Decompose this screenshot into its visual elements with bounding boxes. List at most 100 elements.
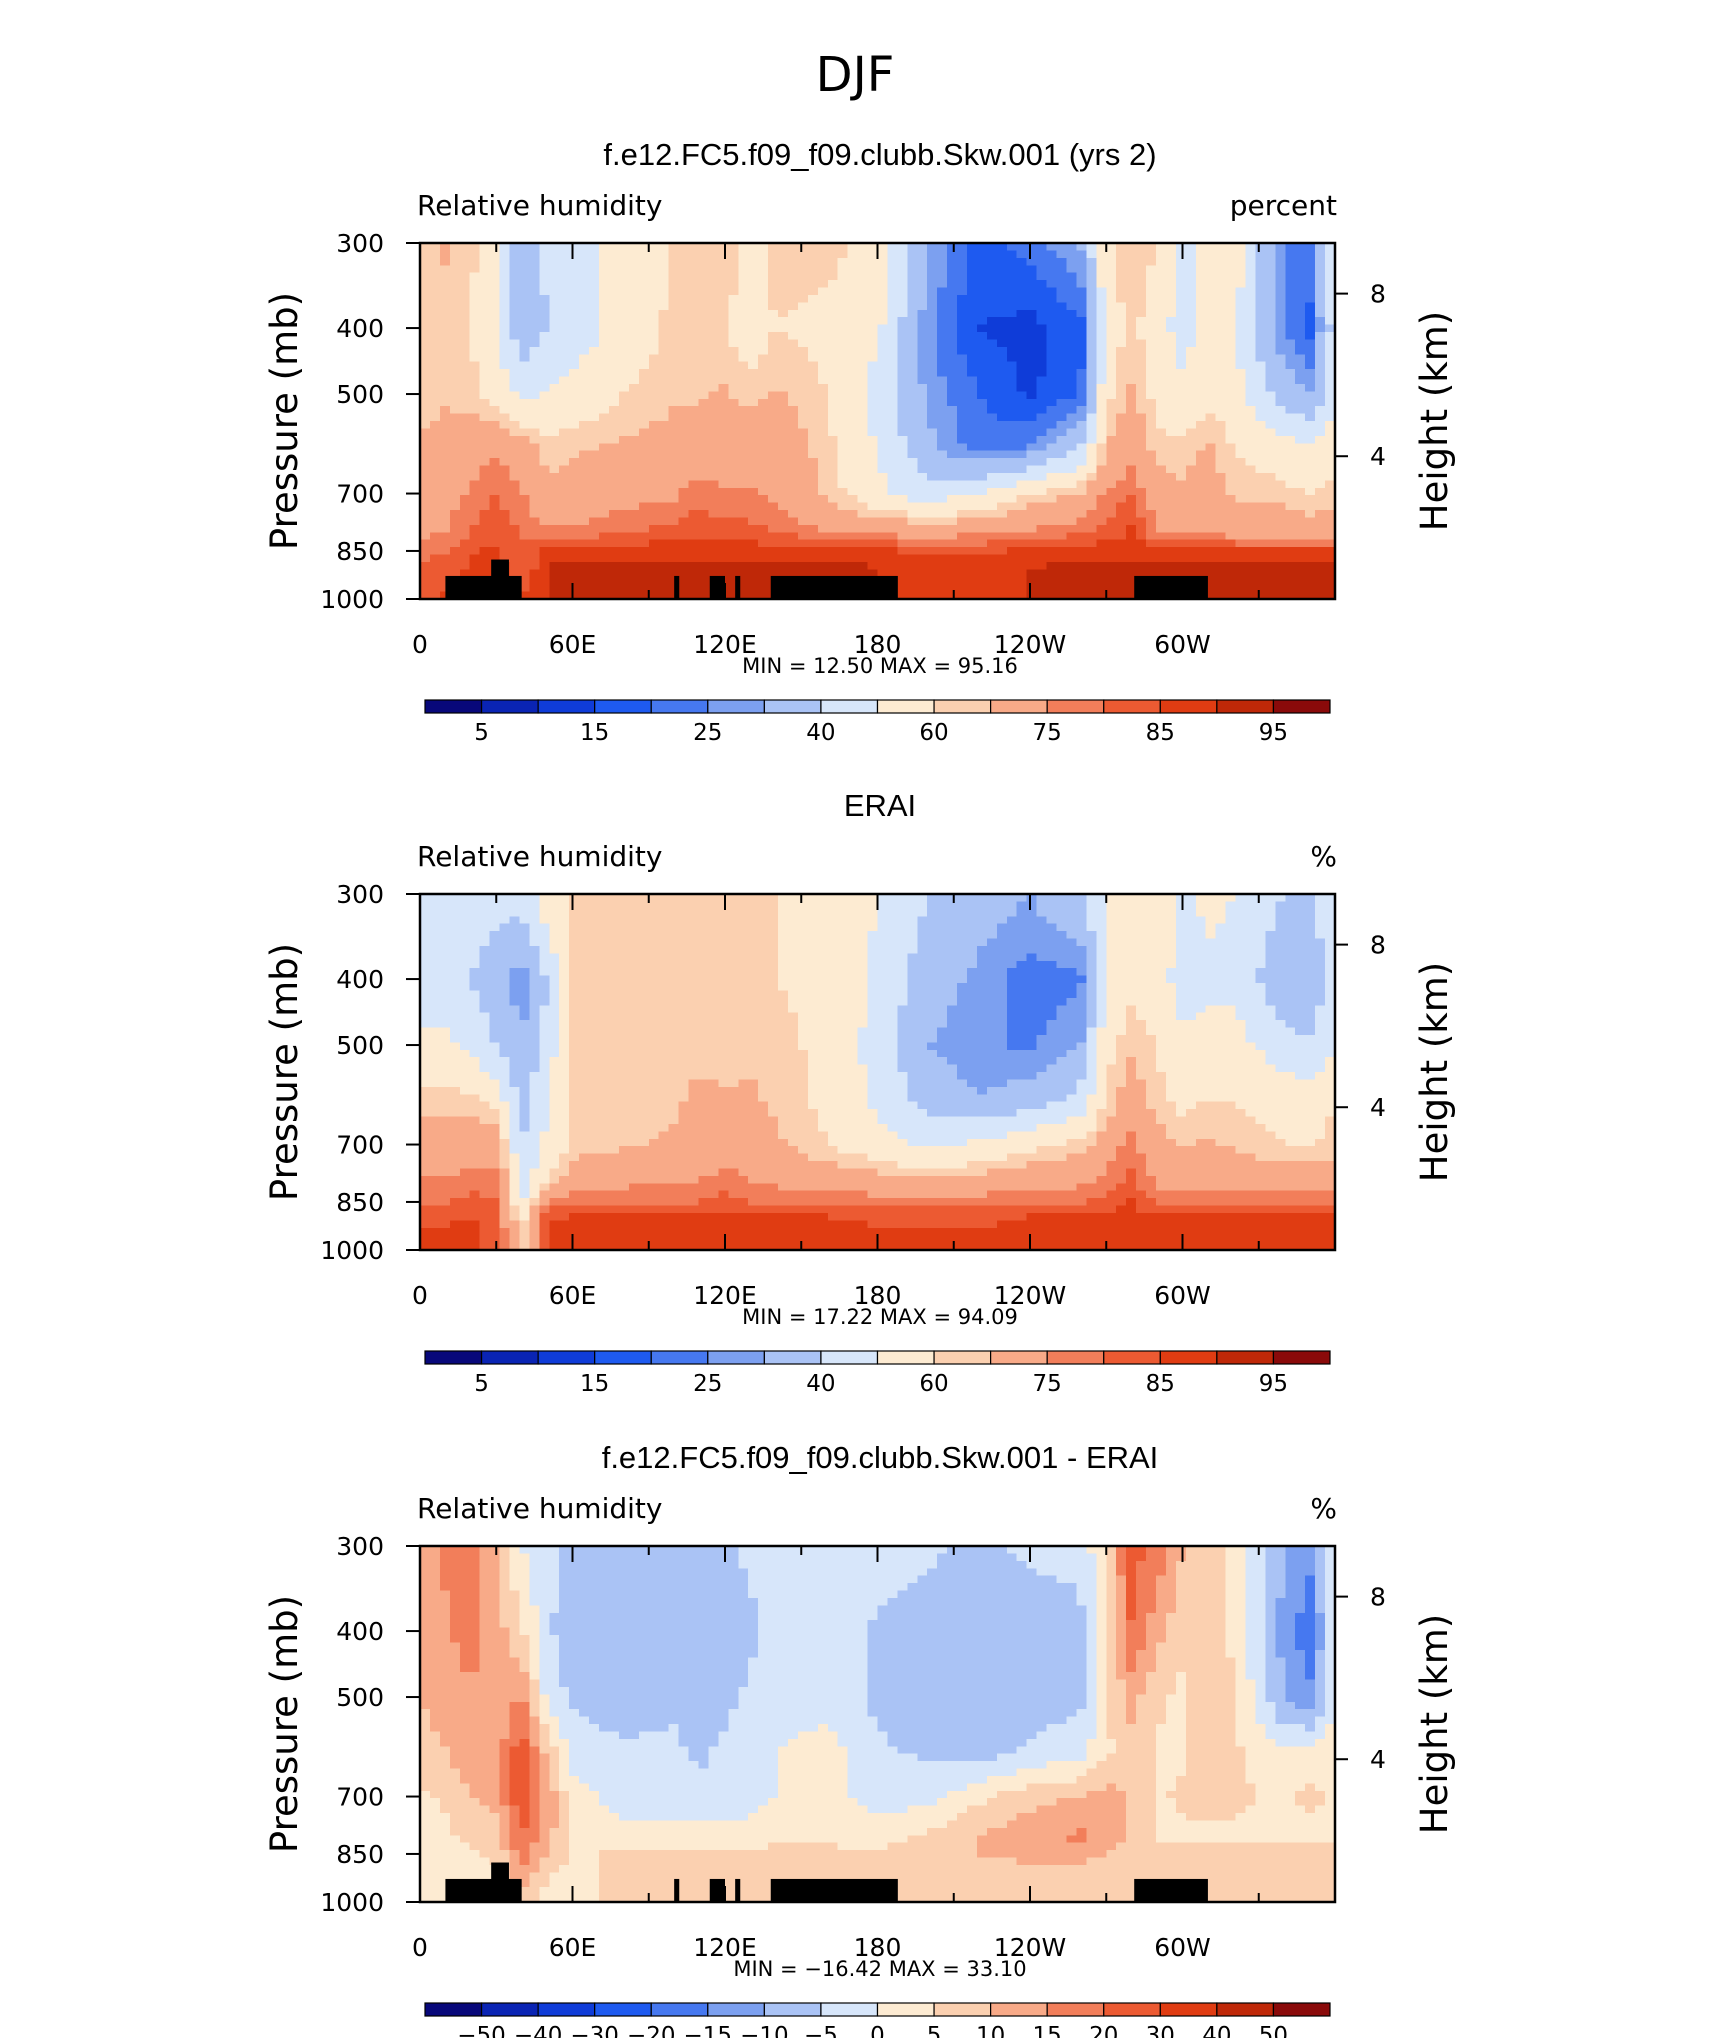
field-cell bbox=[599, 243, 610, 252]
field-cell bbox=[897, 280, 908, 289]
field-cell bbox=[589, 294, 600, 303]
field-cell bbox=[867, 272, 879, 281]
field-cell bbox=[1006, 472, 1018, 481]
field-cell bbox=[1155, 465, 1167, 474]
field-cell bbox=[1195, 923, 1207, 932]
field-cell bbox=[867, 250, 879, 259]
field-cell bbox=[877, 908, 889, 917]
field-cell bbox=[698, 428, 710, 437]
field-cell bbox=[579, 554, 590, 563]
field-cell bbox=[1076, 480, 1087, 489]
field-cell bbox=[509, 398, 521, 407]
field-cell bbox=[1185, 487, 1197, 496]
field-cell bbox=[539, 243, 550, 252]
field-cell bbox=[1076, 502, 1087, 511]
field-cell bbox=[1155, 398, 1167, 407]
field-cell bbox=[1305, 309, 1316, 318]
field-cell bbox=[1205, 272, 1217, 281]
field-cell bbox=[996, 576, 1008, 585]
field-cell bbox=[1016, 413, 1028, 422]
field-cell bbox=[1275, 480, 1286, 489]
field-cell bbox=[787, 361, 799, 370]
field-cell bbox=[1185, 547, 1197, 556]
field-cell bbox=[1096, 561, 1107, 570]
field-cell bbox=[847, 324, 859, 333]
field-cell bbox=[420, 480, 431, 489]
field-cell bbox=[539, 413, 550, 422]
field-cell bbox=[628, 916, 640, 925]
field-cell bbox=[648, 272, 660, 281]
field-cell bbox=[937, 584, 948, 593]
field-cell bbox=[867, 458, 879, 467]
field-cell bbox=[648, 287, 660, 296]
colorbar-label: 85 bbox=[1146, 720, 1175, 746]
field-cell bbox=[1046, 383, 1058, 392]
field-cell bbox=[1305, 576, 1316, 585]
field-cell bbox=[807, 458, 819, 467]
field-cell bbox=[499, 287, 511, 296]
field-cell bbox=[1215, 894, 1227, 903]
field-cell bbox=[439, 539, 451, 548]
field-cell bbox=[559, 421, 570, 430]
field-cell bbox=[638, 376, 650, 385]
field-cell bbox=[787, 495, 799, 504]
field-cell bbox=[976, 510, 988, 519]
field-cell bbox=[1165, 502, 1177, 511]
field-cell bbox=[579, 265, 590, 274]
field-cell bbox=[688, 309, 700, 318]
field-cell bbox=[439, 547, 451, 556]
field-cell bbox=[1116, 361, 1127, 370]
field-cell bbox=[937, 901, 948, 910]
field-cell bbox=[877, 458, 889, 467]
field-cell bbox=[986, 302, 998, 311]
field-cell bbox=[967, 584, 978, 593]
field-cell bbox=[658, 324, 670, 333]
field-cell bbox=[668, 361, 680, 370]
field-cell bbox=[817, 369, 829, 378]
field-cell bbox=[1076, 524, 1087, 533]
field-cell bbox=[937, 908, 948, 917]
field-cell bbox=[599, 369, 610, 378]
field-cell bbox=[867, 561, 879, 570]
field-cell bbox=[787, 502, 799, 511]
field-cell bbox=[688, 250, 700, 259]
field-cell bbox=[1046, 354, 1058, 363]
field-cell bbox=[1026, 287, 1038, 296]
field-cell bbox=[628, 309, 640, 318]
field-cell bbox=[827, 472, 839, 481]
field-cell bbox=[1016, 354, 1028, 363]
field-cell bbox=[509, 495, 521, 504]
field-cell bbox=[1056, 584, 1068, 593]
field-cell bbox=[748, 472, 759, 481]
field-cell bbox=[758, 346, 769, 355]
field-cell bbox=[1066, 517, 1078, 526]
field-cell bbox=[797, 413, 809, 422]
field-cell bbox=[1016, 265, 1028, 274]
field-cell bbox=[1016, 294, 1028, 303]
field-cell bbox=[837, 443, 849, 452]
field-cell bbox=[807, 302, 819, 311]
field-cell bbox=[579, 332, 590, 341]
field-cell bbox=[608, 250, 620, 259]
field-cell bbox=[678, 332, 690, 341]
field-cell bbox=[1265, 532, 1276, 541]
field-cell bbox=[907, 435, 918, 444]
field-cell bbox=[867, 480, 879, 489]
field-cell bbox=[1016, 361, 1028, 370]
field-cell bbox=[768, 294, 779, 303]
field-cell bbox=[967, 369, 978, 378]
field-cell bbox=[599, 923, 610, 932]
field-cell bbox=[827, 413, 839, 422]
field-cell bbox=[698, 532, 710, 541]
field-cell bbox=[648, 502, 660, 511]
field-cell bbox=[469, 257, 481, 266]
field-cell bbox=[996, 435, 1008, 444]
field-cell bbox=[489, 332, 501, 341]
field-cell bbox=[1235, 532, 1247, 541]
field-cell bbox=[668, 324, 680, 333]
field-cell bbox=[1006, 435, 1018, 444]
field-cell bbox=[718, 339, 729, 348]
field-cell bbox=[957, 369, 968, 378]
field-cell bbox=[807, 309, 819, 318]
field-cell bbox=[877, 302, 889, 311]
